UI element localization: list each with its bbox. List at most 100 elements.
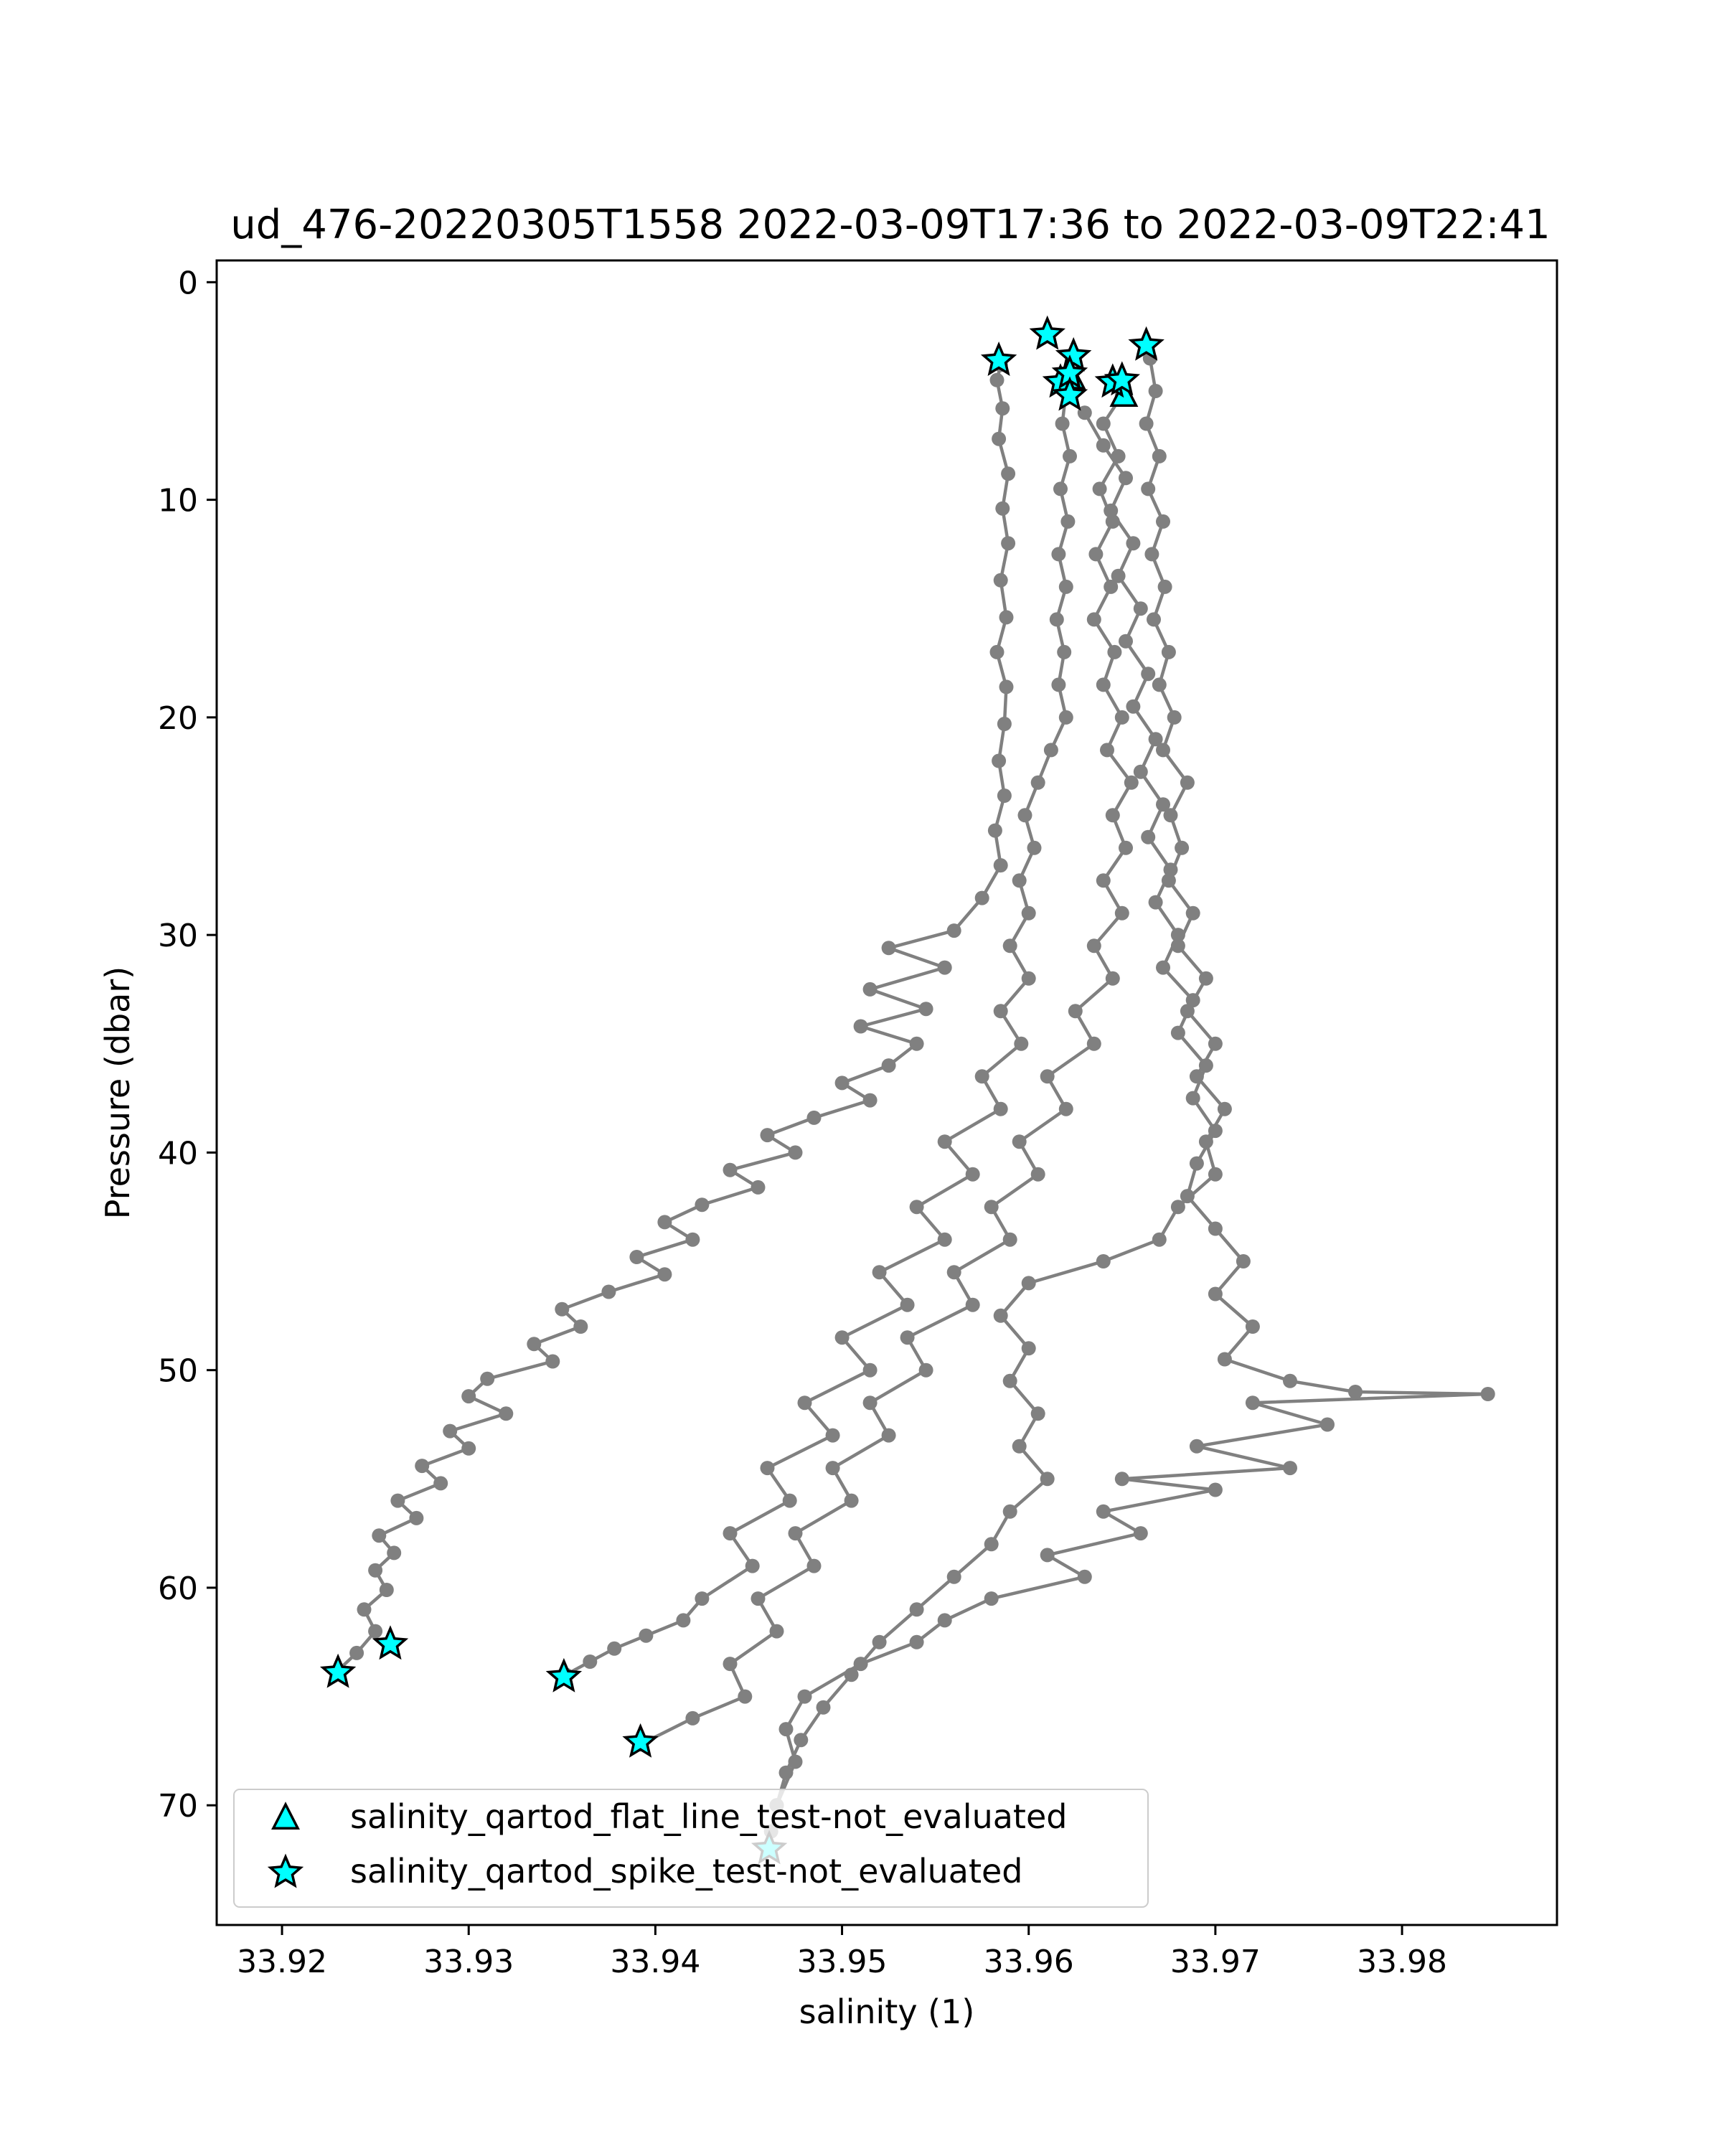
data-point (797, 1395, 812, 1411)
data-point (872, 1265, 887, 1280)
data-point (723, 1162, 738, 1177)
data-point (1002, 1504, 1017, 1519)
y-tick-label: 30 (158, 918, 198, 954)
data-point (1030, 1167, 1045, 1182)
data-point (1156, 797, 1170, 812)
data-point (1175, 840, 1190, 855)
data-point (433, 1476, 448, 1491)
data-point (946, 923, 961, 938)
data-point (806, 1110, 822, 1125)
data-point (769, 1624, 784, 1639)
spike-flag-star-marker (372, 1625, 409, 1660)
series-profile-5 (769, 405, 1495, 1813)
y-tick-label: 0 (178, 265, 198, 301)
spike-flag-star-marker (1104, 361, 1140, 396)
data-point (1114, 710, 1129, 725)
x-axis-label: salinity (1) (799, 1992, 975, 2031)
data-point (853, 1019, 868, 1034)
data-point (987, 823, 1002, 838)
data-point (1139, 416, 1154, 431)
legend-box (233, 1789, 1149, 1908)
data-point (1152, 1232, 1167, 1247)
data-point (1133, 764, 1148, 779)
y-tick-label: 60 (158, 1571, 198, 1607)
data-point (1198, 971, 1213, 986)
data-point (1480, 1387, 1495, 1401)
data-point (1348, 1385, 1363, 1399)
data-point (415, 1459, 430, 1474)
data-point (862, 1093, 878, 1108)
data-point (1058, 1101, 1073, 1116)
y-axis: 0 10 20 30 40 50 60 70 (158, 265, 217, 1825)
data-point (984, 1591, 999, 1606)
x-tick-label: 33.95 (797, 1944, 888, 1980)
data-point (1170, 928, 1185, 943)
spike-flag-star-marker (319, 1653, 357, 1688)
data-point (999, 679, 1014, 695)
data-point (1104, 579, 1119, 594)
data-point (1163, 862, 1178, 877)
data-point (573, 1319, 588, 1334)
data-point (1040, 1472, 1055, 1487)
data-point (1055, 416, 1070, 431)
x-tick-label: 33.98 (1357, 1944, 1447, 1980)
data-point (480, 1371, 495, 1386)
legend-entry-spike: salinity_qartod_spike_test-not_evaluated (350, 1852, 1022, 1891)
data-point (1114, 1472, 1129, 1487)
data-point (1096, 416, 1111, 431)
data-point (1189, 1439, 1204, 1454)
data-point (1208, 1482, 1223, 1497)
data-point (1114, 905, 1129, 921)
data-point (872, 1634, 887, 1649)
data-point (1058, 710, 1073, 725)
data-point (881, 1058, 896, 1073)
data-point (1001, 536, 1016, 551)
series-layer (331, 351, 1495, 1856)
data-point (1001, 466, 1016, 481)
data-point (1053, 481, 1068, 496)
data-point (1163, 808, 1178, 823)
data-point (1170, 1200, 1185, 1215)
data-point (993, 1004, 1008, 1019)
spike-flag-star-marker (1051, 376, 1088, 411)
data-point (1077, 1569, 1092, 1584)
spike-flag-star-marker (622, 1723, 659, 1758)
data-point (657, 1267, 672, 1282)
data-point (607, 1641, 622, 1656)
data-point (1030, 775, 1045, 790)
data-point (1107, 644, 1122, 659)
data-point (1144, 547, 1159, 562)
data-point (657, 1215, 672, 1230)
data-point (1119, 840, 1133, 855)
data-point (1157, 579, 1172, 594)
series-profile-1 (331, 357, 1016, 1678)
y-axis-label: Pressure (dbar) (98, 966, 137, 1219)
data-point (368, 1624, 383, 1639)
data-point (527, 1337, 542, 1352)
data-point (937, 1134, 952, 1149)
series-profile-2 (558, 384, 1077, 1682)
data-point (685, 1232, 700, 1247)
data-point (782, 1493, 797, 1508)
data-point (1002, 1232, 1017, 1247)
data-point (1088, 547, 1104, 562)
data-point (1152, 448, 1167, 463)
data-point (676, 1613, 691, 1628)
legend-star-marker (267, 1853, 304, 1888)
data-point (379, 1583, 394, 1597)
data-point (583, 1654, 598, 1669)
data-point (695, 1591, 710, 1606)
data-point (1156, 960, 1170, 975)
data-point (900, 1330, 915, 1345)
data-point (937, 1613, 952, 1628)
data-point (349, 1645, 364, 1660)
data-point (760, 1461, 775, 1476)
data-point (1012, 1439, 1027, 1454)
data-point (834, 1330, 850, 1345)
data-point (1057, 644, 1072, 659)
data-point (992, 753, 1007, 768)
data-point (357, 1602, 372, 1617)
data-point (946, 1265, 961, 1280)
